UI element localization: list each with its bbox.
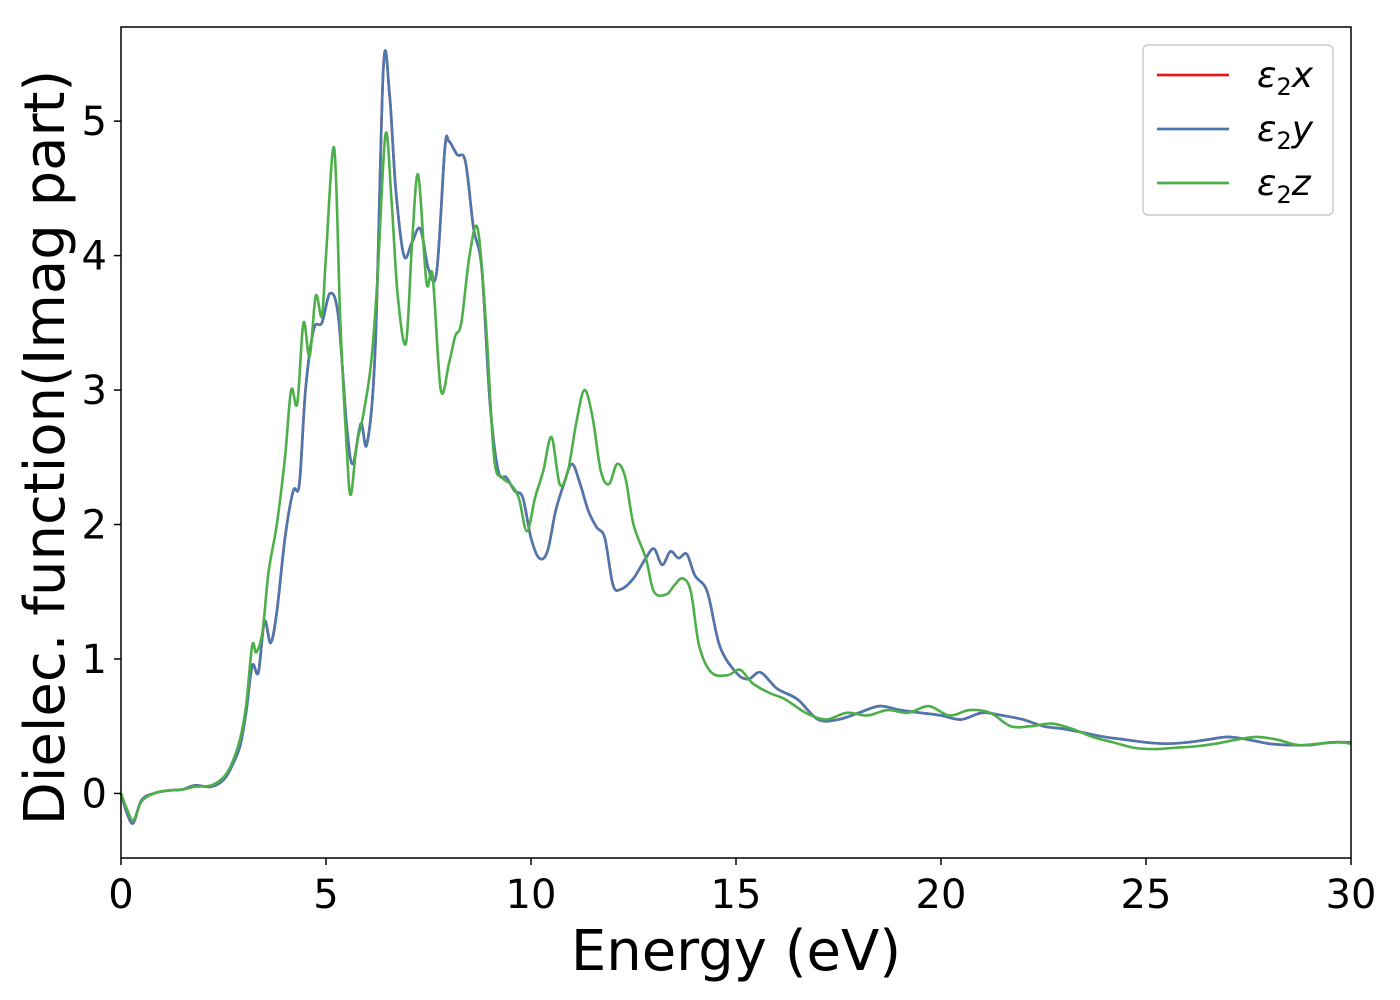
legend-label: ε2y <box>1257 109 1314 155</box>
legend-label-base: ε <box>1257 55 1276 96</box>
legend-entry-z: ε2z <box>1157 163 1312 209</box>
y-axis-label: Dielec. function(Imag part) <box>13 70 78 826</box>
series-layer <box>119 49 1352 825</box>
x-tick-label: 30 <box>1326 872 1377 918</box>
legend-label-variable: z <box>1291 163 1312 204</box>
y-tick-label: 2 <box>82 503 107 549</box>
y-tick-label: 4 <box>82 234 107 280</box>
series-line-z <box>119 131 1352 822</box>
legend-label: ε2x <box>1257 55 1314 101</box>
x-tick-label: 15 <box>711 872 762 918</box>
x-tick-label: 5 <box>313 872 338 918</box>
x-tick-label: 0 <box>108 872 133 918</box>
legend-label-subscript: 2 <box>1276 181 1291 209</box>
legend-label-base: ε <box>1257 109 1276 150</box>
legend-label-subscript: 2 <box>1276 73 1291 101</box>
y-tick-label: 3 <box>82 368 107 414</box>
x-tick-label: 10 <box>506 872 557 918</box>
legend-label-subscript: 2 <box>1276 127 1291 155</box>
x-tick-label: 25 <box>1121 872 1172 918</box>
legend-label-base: ε <box>1257 163 1276 204</box>
x-tick-label: 20 <box>916 872 967 918</box>
legend-label-variable: x <box>1291 55 1314 96</box>
y-tick-label: 1 <box>82 637 107 683</box>
legend-label-variable: y <box>1291 109 1314 150</box>
y-tick-label: 0 <box>82 771 107 817</box>
legend-entry-y: ε2y <box>1157 109 1314 155</box>
y-tick-label: 5 <box>82 99 107 145</box>
ticks-layer: 0 5 10 15 20 25 30 0 1 2 3 4 5 <box>82 99 1377 918</box>
legend-box <box>1142 44 1334 216</box>
legend-label: ε2z <box>1257 163 1312 209</box>
legend-entry-x: ε2x <box>1157 55 1314 101</box>
x-axis-label: Energy (eV) <box>571 919 901 984</box>
